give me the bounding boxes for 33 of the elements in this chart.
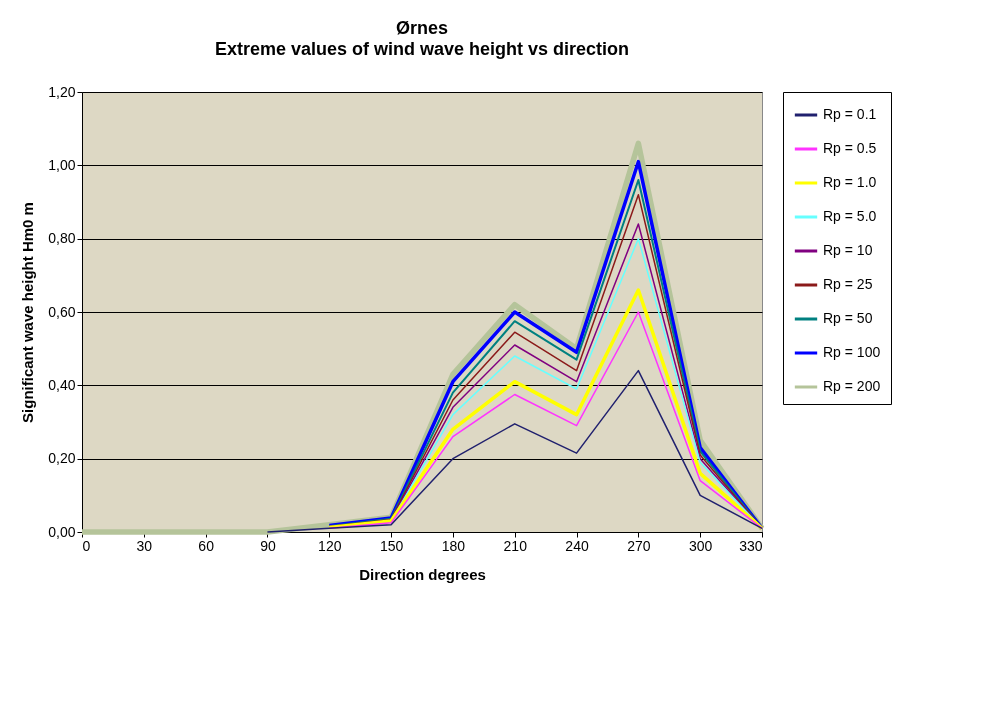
y-tick-label: 0,00 (48, 523, 76, 540)
x-tick-label: 90 (260, 537, 276, 554)
x-tick-label: 120 (318, 537, 342, 554)
y-tick-label: 1,20 (48, 83, 76, 100)
x-axis-title: Direction degrees (359, 565, 486, 583)
legend-label: Rp = 200 (823, 378, 881, 394)
x-tick-label: 330 (739, 537, 763, 554)
legend-label: Rp = 1.0 (823, 174, 877, 190)
x-tick-label: 270 (627, 537, 651, 554)
x-tick-label: 300 (689, 537, 713, 554)
x-tick-label: 210 (503, 537, 528, 554)
chart-subtitle: Extreme values of wind wave height vs direction (214, 39, 630, 59)
x-tick-label: 60 (198, 537, 215, 554)
legend-label: Rp = 25 (823, 276, 873, 292)
y-tick-label: 0,20 (48, 450, 76, 467)
y-axis-title: Significant wave height Hm0 m (19, 202, 37, 423)
x-tick-label: 150 (379, 537, 404, 554)
legend-label: Rp = 50 (823, 310, 873, 326)
y-tick-label: 0,40 (48, 376, 76, 393)
x-tick-label: 240 (565, 537, 589, 554)
y-tick-label: 0,80 (48, 230, 76, 247)
chart-title: Ørnes (395, 18, 449, 38)
y-tick-label: 1,00 (48, 156, 76, 173)
x-tick-label: 30 (136, 537, 153, 554)
legend-label: Rp = 10 (823, 242, 873, 258)
y-tick-label: 0,60 (48, 303, 76, 320)
line-series (266, 369, 763, 533)
legend-label: Rp = 5.0 (823, 208, 877, 224)
x-tick-label: 0 (82, 537, 91, 554)
legend-label: Rp = 100 (823, 344, 881, 360)
x-tick-label: 180 (441, 537, 466, 554)
legend-label: Rp = 0.5 (823, 140, 877, 156)
legend-label: Rp = 0.1 (823, 106, 877, 122)
